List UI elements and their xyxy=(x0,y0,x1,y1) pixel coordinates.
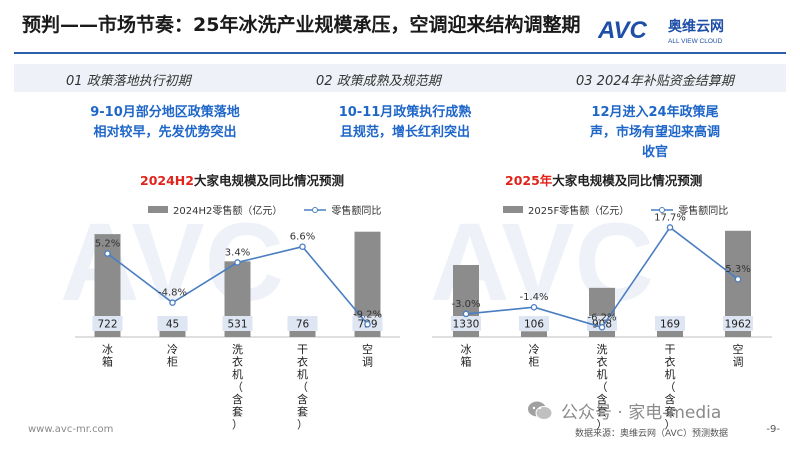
chart-1-yoy-point-0 xyxy=(104,250,111,257)
chart-2-yoy-point-1 xyxy=(530,303,538,311)
chart-2-bar-label-4: 1962 xyxy=(725,319,752,331)
chart-2-bar-label-1: 106 xyxy=(524,319,544,331)
chart-1-title-highlight: 2024H2 xyxy=(140,173,194,188)
phase-2-line-1: 10-11月政策执行成熟 xyxy=(338,105,472,120)
chart-1-yoy-point-2 xyxy=(234,259,241,266)
footer-url: www.avc-mr.com xyxy=(28,424,114,435)
chart-1-yoy-label-1: -4.8% xyxy=(158,288,187,299)
chart-1-bar-label-2: 531 xyxy=(227,319,247,331)
chart-2-bar-label-box-3 xyxy=(655,316,685,331)
chart-2-yoy-point-0 xyxy=(462,310,470,318)
phase-1-line-2: 相对较早，先发优势突出 xyxy=(93,125,237,140)
phase-label-2: 02 政策成熟及规范期 xyxy=(316,74,441,89)
chart-2-yoy-label-0: -3.0% xyxy=(451,299,480,310)
wechat-icon xyxy=(528,401,553,420)
chart-1-category-label-4: 空调 xyxy=(362,342,373,369)
footer-source: 数据来源：奥维云网（AVC）预测数据 xyxy=(574,429,728,439)
logo-mark: AVC xyxy=(598,17,648,44)
wechat-text: 公众号 · 家电-media xyxy=(561,403,722,423)
chart-2-category-label-2: 洗衣机（含套） xyxy=(597,343,608,431)
logo-cn: 奥维云网 xyxy=(668,18,724,35)
chart-2-category-label-4: 空调 xyxy=(733,342,744,369)
chart-1-title-rest: 大家电规模及同比情况预测 xyxy=(193,173,344,188)
legend-bar-swatch xyxy=(148,206,168,213)
chart-1-title: 2024H2大家电规模及同比情况预测 xyxy=(140,170,344,189)
chart-1-yoy-label-2: 3.4% xyxy=(225,247,250,258)
chart-2-category-label-1: 冷柜 xyxy=(529,343,540,369)
chart-2-yoy-point-4 xyxy=(734,275,742,283)
chart-2-title-rest: 大家电规模及同比情况预测 xyxy=(552,173,703,188)
chart-1-yoy-point-1 xyxy=(169,299,176,306)
chart-2-title: 2025年大家电规模及同比情况预测 xyxy=(505,170,702,189)
legend-bar-label: 2024H2零售额（亿元） xyxy=(173,206,283,217)
title-divider xyxy=(14,52,786,54)
chart-2-yoy-label-3: 17.7% xyxy=(654,212,686,223)
chart-2-bar-label-0: 1330 xyxy=(453,319,480,331)
phase-3-line-3: 收官 xyxy=(641,145,668,160)
phase-3-line-2: 声，市场有望迎来高调 xyxy=(589,125,720,140)
page-title: 预判——市场节奏：25年冰洗产业规模承压，空调迎来结构调整期 xyxy=(22,14,581,36)
phase-2-line-2: 且规范，增长红利突出 xyxy=(339,125,470,140)
chart-2-bar-label-box-0 xyxy=(451,316,481,331)
legend-line-swatch xyxy=(304,206,327,213)
chart-1-yoy-label-3: 6.6% xyxy=(290,232,315,243)
avc-logo: AVC 奥维云网 ALL VIEW CLOUD xyxy=(597,16,778,46)
chart-2-bar-1 xyxy=(521,331,547,337)
phase-1-line-1: 9-10月部分地区政策落地 xyxy=(90,105,240,120)
phase-3-line-1: 12月进入24年政策尾 xyxy=(591,105,719,120)
phase-label-1: 01 政策落地执行初期 xyxy=(66,74,191,89)
chart-2-yoy-label-4: 5.3% xyxy=(725,264,750,275)
chart-1-yoy-label-4: -9.2% xyxy=(353,309,382,320)
chart-2-category-label-3: 干衣机（含套） xyxy=(665,343,676,431)
phase-text-1: 9-10月部分地区政策落地 相对较早，先发优势突出 xyxy=(60,103,270,143)
chart-2-bar-label-box-1 xyxy=(519,316,549,331)
chart-1-category-label-3: 干衣机（含套） xyxy=(297,343,308,431)
chart-2-yoy-point-3 xyxy=(666,224,674,231)
legend-line-swatch xyxy=(651,206,674,213)
legend-bar-swatch xyxy=(503,206,523,213)
chart-2-bar-label-3: 169 xyxy=(660,319,680,331)
chart-2-category-label-0: 冰箱 xyxy=(461,343,472,369)
phase-band xyxy=(14,64,786,92)
chart-2-yoy-label-2: -6.2% xyxy=(587,312,616,323)
chart-2-bar-3 xyxy=(657,327,683,337)
chart-1-bar-label-3: 76 xyxy=(296,319,310,331)
chart-2-bar-label-box-2 xyxy=(587,316,617,331)
chart-1-bar-label-box-0 xyxy=(92,316,123,331)
chart-1-yoy-point-3 xyxy=(299,243,306,250)
phase-label-3: 03 2024年补贴资金结算期 xyxy=(576,74,734,89)
legend-bar-label: 2025F零售额（亿元） xyxy=(528,206,630,217)
chart-2-title-highlight: 2025年 xyxy=(505,173,553,188)
logo-en: ALL VIEW CLOUD xyxy=(668,38,723,45)
chart-1-yoy-label-0: 5.2% xyxy=(95,239,120,250)
chart-2-yoy-point-2 xyxy=(598,324,606,331)
chart-1-legend: 2024H2零售额（亿元） 零售额同比 xyxy=(148,202,381,217)
chart-1-category-label-2: 洗衣机（含套） xyxy=(232,343,243,431)
legend-line-label: 零售额同比 xyxy=(331,206,382,217)
chart-1-bar-3 xyxy=(289,326,316,337)
chart-1-yoy-point-4 xyxy=(364,321,371,328)
chart-1-bar-1 xyxy=(159,330,186,337)
chart-1-bar-label-0: 722 xyxy=(97,319,117,331)
chart-1-category-label-0: 冰箱 xyxy=(102,343,113,369)
chart-1-bar-label-box-3 xyxy=(287,316,318,331)
phase-text-3: 12月进入24年政策尾 声，市场有望迎来高调 收官 xyxy=(555,103,755,163)
phase-text-2: 10-11月政策执行成熟 且规范，增长红利突出 xyxy=(305,103,505,143)
wechat-watermark: 公众号 · 家电-media xyxy=(527,398,721,423)
page-number: -9- xyxy=(766,424,780,435)
chart-2-bar-label-box-4 xyxy=(723,316,753,331)
chart-1-bar-label-box-2 xyxy=(222,316,253,331)
chart-1-category-label-1: 冷柜 xyxy=(167,343,178,369)
legend-line-label: 零售额同比 xyxy=(678,206,729,217)
chart-2-legend: 2025F零售额（亿元） 零售额同比 xyxy=(503,202,728,217)
chart-1-bar-label-1: 45 xyxy=(166,319,179,331)
chart-2-yoy-label-1: -1.4% xyxy=(519,292,548,303)
chart-1-bar-label-box-1 xyxy=(157,316,188,331)
